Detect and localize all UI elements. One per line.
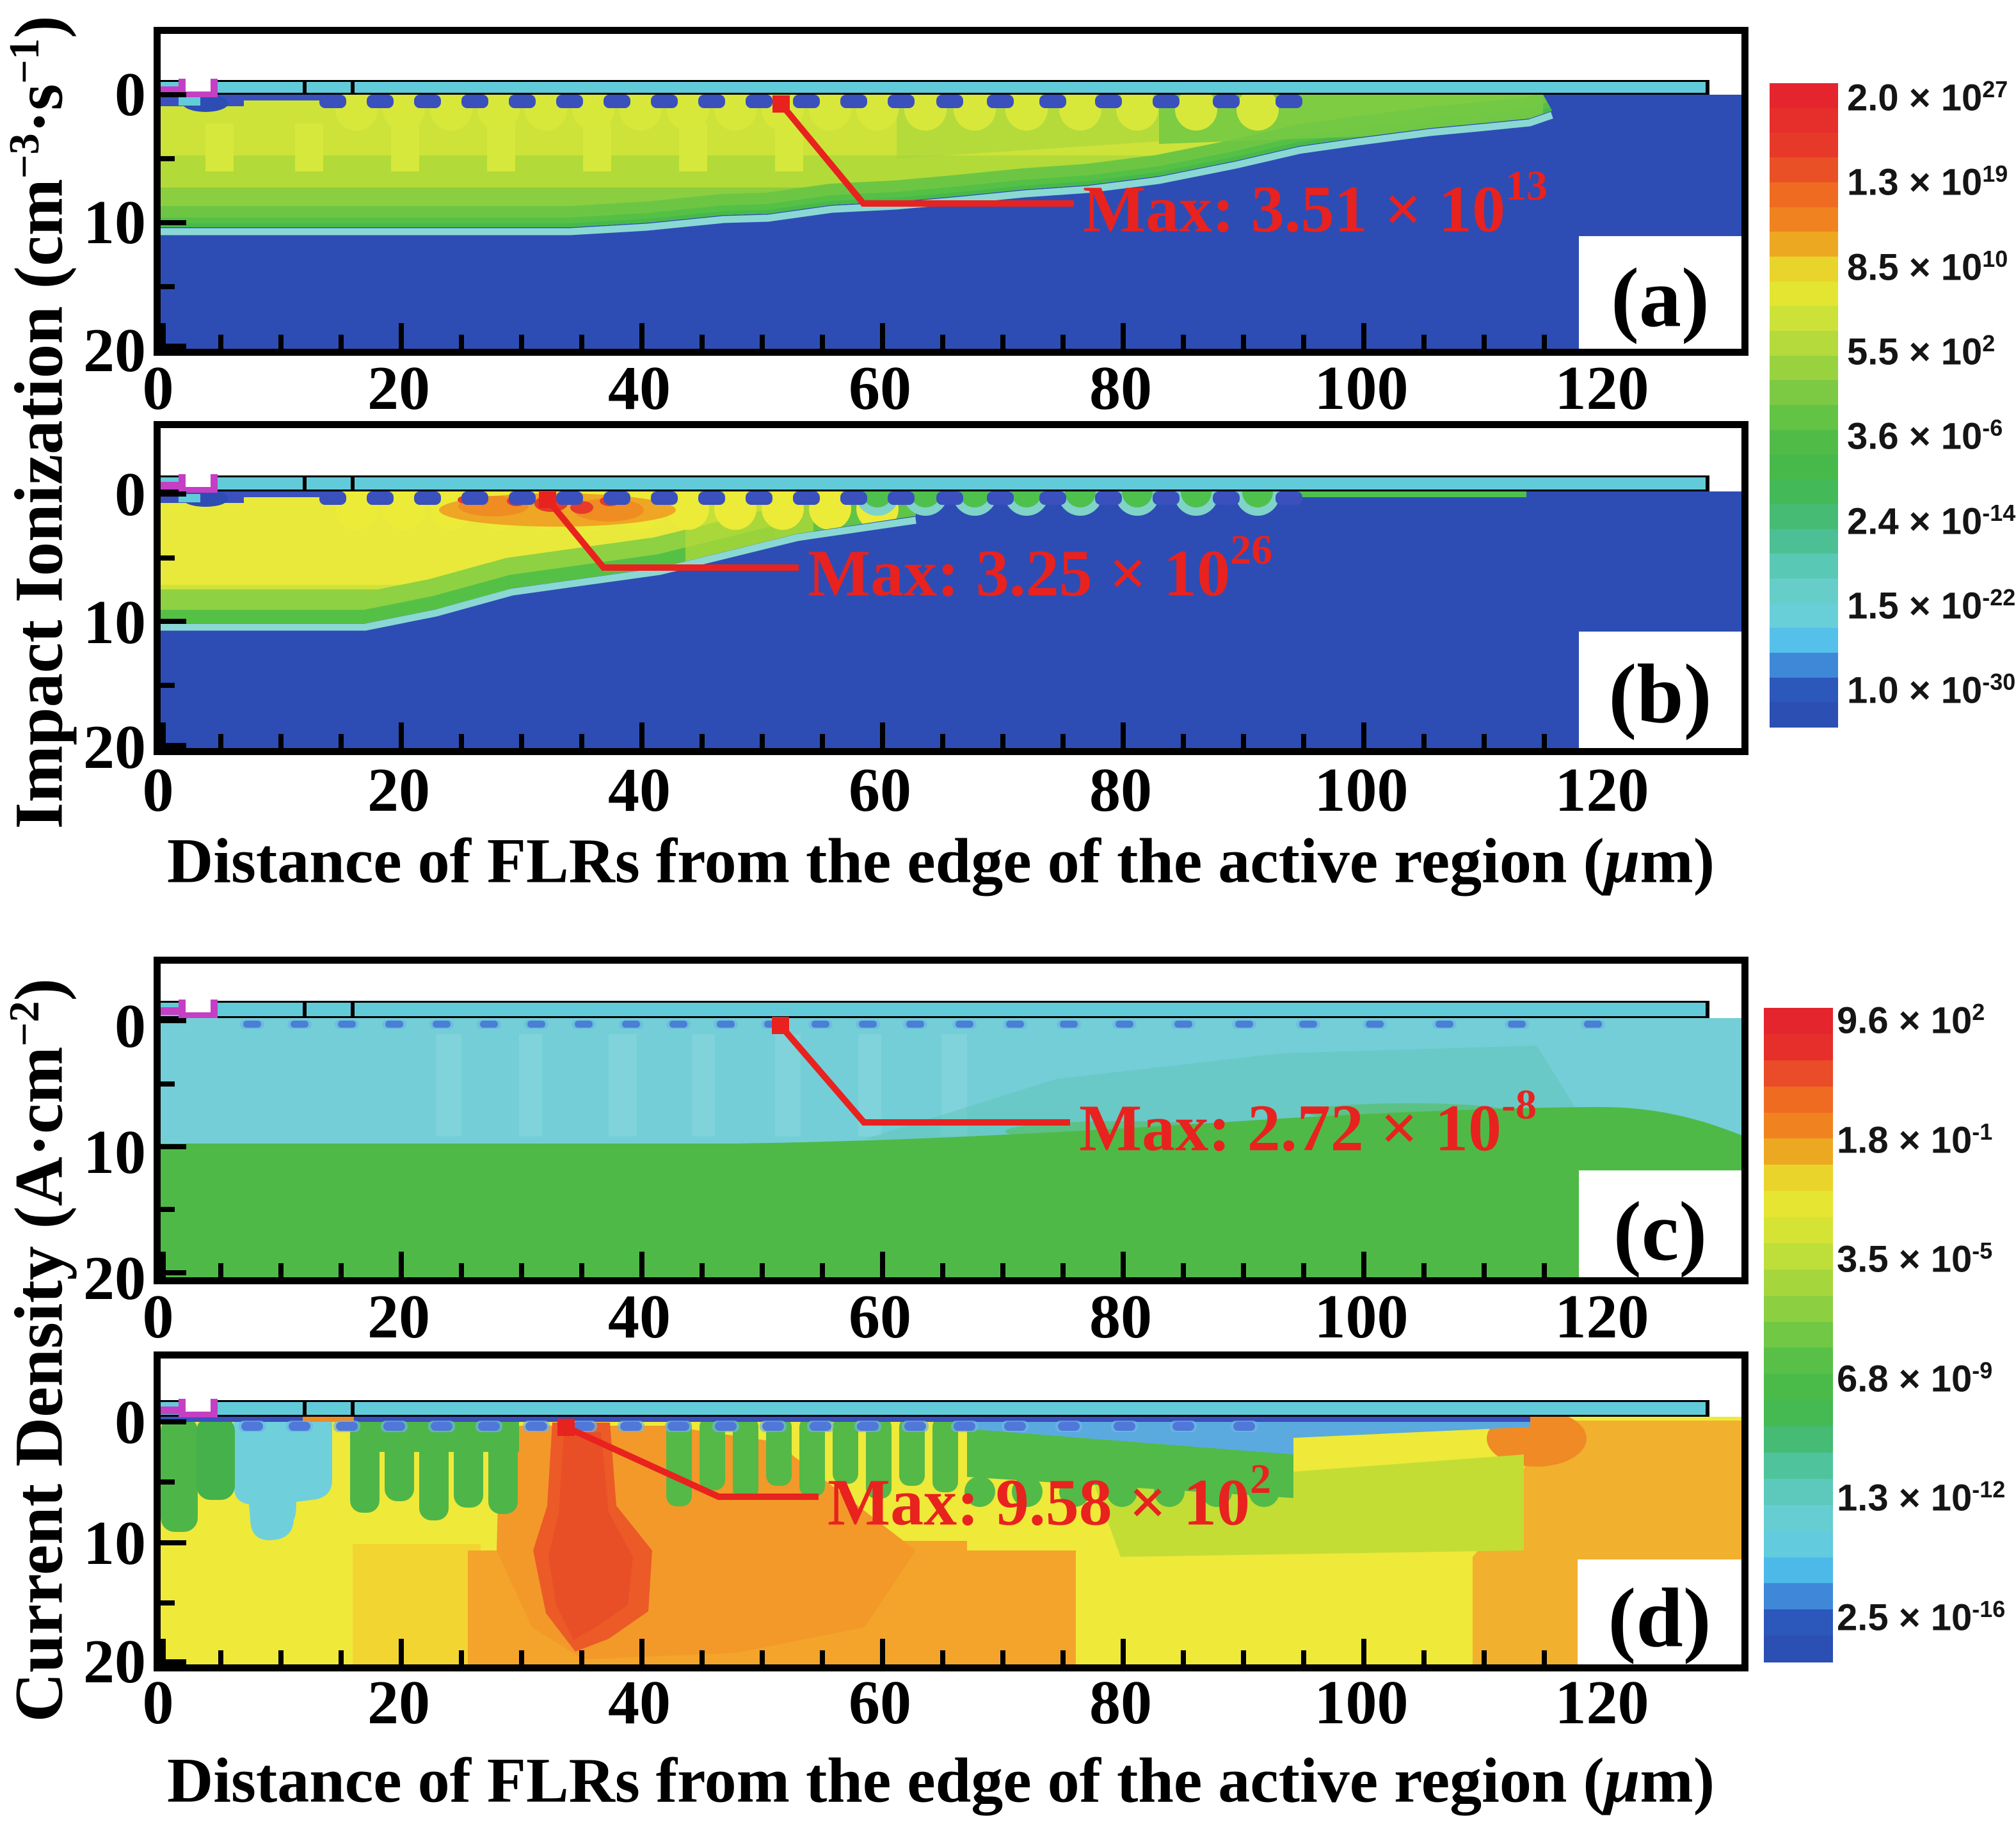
svg-text:Max: 3.51 × 1013: Max: 3.51 × 1013 <box>1083 163 1548 246</box>
svg-text:Max: 3.25 × 1026: Max: 3.25 × 1026 <box>808 527 1272 610</box>
svg-text:(a): (a) <box>1611 251 1709 345</box>
svg-text:Max: 9.58 × 102: Max: 9.58 × 102 <box>828 1456 1271 1540</box>
svg-text:(b): (b) <box>1608 647 1711 741</box>
svg-text:(c): (c) <box>1613 1184 1708 1278</box>
svg-text:(d): (d) <box>1608 1571 1711 1665</box>
svg-text:Max: 2.72 × 10-8: Max: 2.72 × 10-8 <box>1079 1081 1537 1165</box>
